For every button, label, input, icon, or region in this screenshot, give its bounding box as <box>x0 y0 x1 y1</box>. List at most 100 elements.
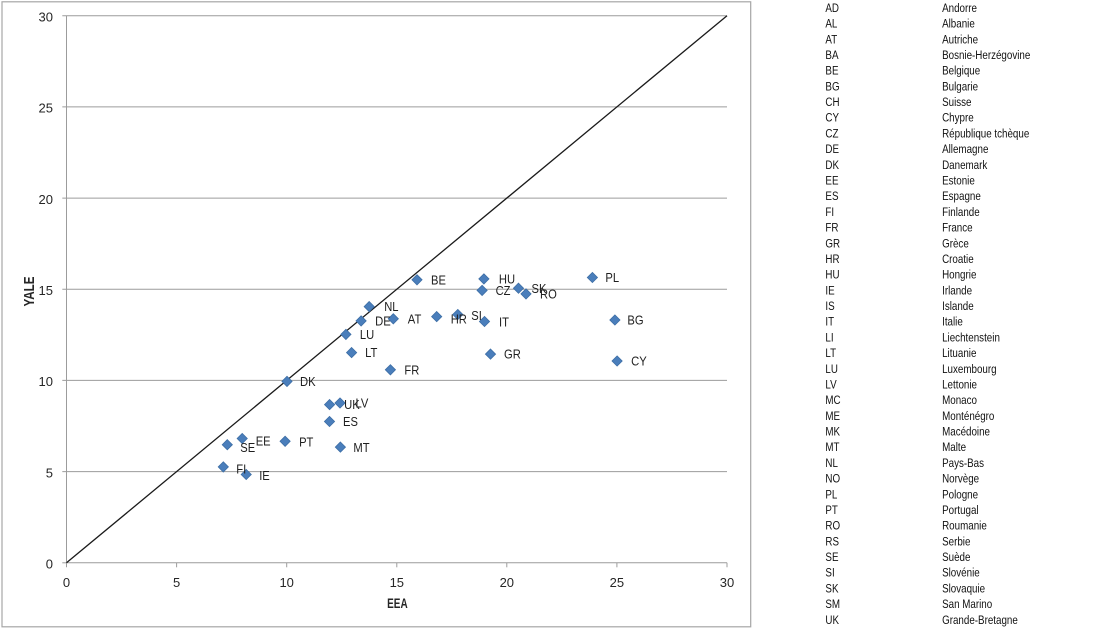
svg-text:DE: DE <box>375 315 391 329</box>
svg-text:Belgique: Belgique <box>942 64 980 78</box>
svg-text:30: 30 <box>720 575 734 590</box>
svg-text:YALE: YALE <box>22 276 38 306</box>
svg-text:NL: NL <box>825 456 838 470</box>
svg-text:LI: LI <box>825 330 833 344</box>
svg-text:France: France <box>942 221 973 235</box>
svg-text:SK: SK <box>532 282 547 296</box>
svg-text:Norvège: Norvège <box>942 472 979 486</box>
svg-text:Espagne: Espagne <box>942 189 981 203</box>
svg-text:Croatie: Croatie <box>942 252 974 266</box>
svg-text:RO: RO <box>540 288 557 302</box>
svg-text:25: 25 <box>610 575 624 590</box>
svg-text:30: 30 <box>39 10 53 25</box>
svg-text:10: 10 <box>39 374 53 389</box>
svg-text:Autriche: Autriche <box>942 32 978 46</box>
svg-text:EEA: EEA <box>387 596 408 611</box>
svg-text:FI: FI <box>825 205 834 219</box>
svg-text:FR: FR <box>404 363 419 377</box>
svg-text:IE: IE <box>825 283 834 297</box>
svg-text:Grèce: Grèce <box>942 236 969 250</box>
svg-text:Roumanie: Roumanie <box>942 519 987 533</box>
svg-text:ES: ES <box>825 189 838 203</box>
svg-text:EE: EE <box>825 173 838 187</box>
svg-text:PL: PL <box>605 271 619 285</box>
svg-text:GR: GR <box>504 348 521 362</box>
svg-text:15: 15 <box>390 575 404 590</box>
svg-text:HR: HR <box>825 252 839 266</box>
svg-text:IT: IT <box>825 315 834 329</box>
svg-text:MT: MT <box>825 440 839 454</box>
svg-text:Monaco: Monaco <box>942 393 977 407</box>
svg-text:IS: IS <box>825 299 834 313</box>
svg-text:Luxembourg: Luxembourg <box>942 362 997 376</box>
svg-text:BA: BA <box>825 48 839 62</box>
svg-text:10: 10 <box>279 575 293 590</box>
svg-text:Lettonie: Lettonie <box>942 377 977 391</box>
svg-text:Serbie: Serbie <box>942 534 970 548</box>
svg-text:Suède: Suède <box>942 550 970 564</box>
svg-text:20: 20 <box>500 575 514 590</box>
svg-text:Lituanie: Lituanie <box>942 346 976 360</box>
svg-text:Monténégro: Monténégro <box>942 409 994 423</box>
svg-text:CY: CY <box>825 111 839 125</box>
svg-text:LT: LT <box>365 346 378 360</box>
svg-text:Estonie: Estonie <box>942 173 975 187</box>
svg-text:0: 0 <box>46 557 53 572</box>
svg-text:Bosnie-Herzégovine: Bosnie-Herzégovine <box>942 48 1030 62</box>
svg-text:GR: GR <box>825 236 840 250</box>
svg-text:NO: NO <box>825 472 840 486</box>
svg-text:BE: BE <box>825 64 838 78</box>
svg-text:NL: NL <box>384 300 398 314</box>
svg-text:IT: IT <box>499 316 509 330</box>
svg-text:RO: RO <box>825 519 840 533</box>
svg-text:AT: AT <box>408 312 422 326</box>
svg-text:Finlande: Finlande <box>942 205 980 219</box>
svg-text:SI: SI <box>825 566 834 580</box>
svg-text:ME: ME <box>825 409 840 423</box>
svg-text:Liechtenstein: Liechtenstein <box>942 330 1000 344</box>
svg-text:5: 5 <box>173 575 180 590</box>
svg-text:République tchèque: République tchèque <box>942 126 1029 140</box>
svg-text:ES: ES <box>343 415 358 429</box>
svg-text:LT: LT <box>825 346 836 360</box>
svg-text:UK: UK <box>344 398 360 412</box>
svg-text:PT: PT <box>825 503 838 517</box>
svg-text:Hongrie: Hongrie <box>942 268 976 282</box>
svg-text:CY: CY <box>631 355 647 369</box>
svg-text:PT: PT <box>299 435 314 449</box>
svg-text:SE: SE <box>240 441 255 455</box>
svg-text:Macédoine: Macédoine <box>942 425 990 439</box>
svg-text:MT: MT <box>353 441 369 455</box>
svg-text:Pologne: Pologne <box>942 487 978 501</box>
svg-text:Malte: Malte <box>942 440 966 454</box>
svg-text:LV: LV <box>356 397 369 411</box>
svg-text:Suisse: Suisse <box>942 95 972 109</box>
svg-text:DK: DK <box>825 158 839 172</box>
svg-text:AL: AL <box>825 17 837 31</box>
svg-text:Chypre: Chypre <box>942 111 974 125</box>
svg-text:SI: SI <box>471 309 482 323</box>
svg-text:Danemark: Danemark <box>942 158 988 172</box>
svg-text:0: 0 <box>63 575 70 590</box>
svg-text:CH: CH <box>825 95 839 109</box>
svg-text:Albanie: Albanie <box>942 17 975 31</box>
svg-text:AD: AD <box>825 1 839 15</box>
svg-text:Andorre: Andorre <box>942 1 977 15</box>
svg-text:FI: FI <box>236 463 246 477</box>
svg-text:Italie: Italie <box>942 315 963 329</box>
svg-text:5: 5 <box>46 465 53 480</box>
svg-text:BG: BG <box>825 79 839 93</box>
svg-text:DK: DK <box>300 375 316 389</box>
svg-text:RS: RS <box>825 534 839 548</box>
svg-text:Portugal: Portugal <box>942 503 979 517</box>
svg-text:FR: FR <box>825 221 838 235</box>
svg-text:San Marino: San Marino <box>942 597 992 611</box>
svg-text:Slovénie: Slovénie <box>942 566 980 580</box>
svg-text:HU: HU <box>499 273 515 287</box>
svg-text:25: 25 <box>39 101 53 116</box>
svg-text:HR: HR <box>451 313 467 327</box>
svg-text:Pays-Bas: Pays-Bas <box>942 456 984 470</box>
svg-text:SK: SK <box>825 581 839 595</box>
svg-text:SM: SM <box>825 597 840 611</box>
svg-text:LU: LU <box>360 328 374 342</box>
